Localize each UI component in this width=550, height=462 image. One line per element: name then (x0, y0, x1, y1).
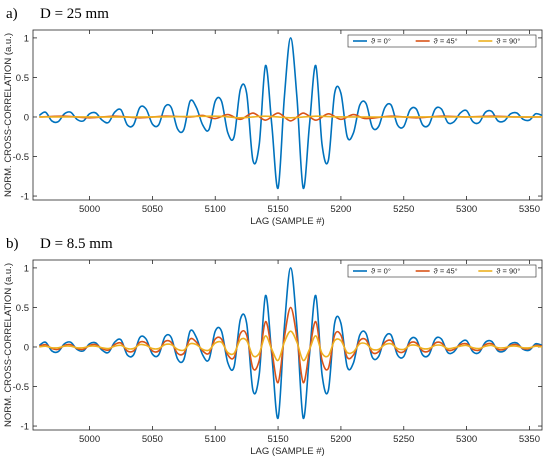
legend-label: ϑ = 0° (371, 37, 391, 46)
legend-label: ϑ = 45° (434, 37, 458, 46)
x-tick-label: 5250 (393, 434, 414, 445)
x-tick-label: 5350 (519, 434, 540, 445)
y-tick-label: -0.5 (13, 152, 29, 163)
series-group (38, 267, 542, 419)
series-line-2 (39, 115, 542, 119)
legend-label: ϑ = 0° (371, 267, 391, 276)
legend-box (347, 34, 537, 48)
legend-label: ϑ = 90° (496, 267, 520, 276)
y-axis-label: NORM. CROSS-CORRELATION (a.u.) (3, 263, 14, 427)
y-tick-label: 0 (24, 342, 29, 353)
y-tick-label: 1 (24, 263, 29, 274)
legend-label: ϑ = 90° (496, 37, 520, 46)
legend-box (347, 264, 537, 278)
x-tick-label: 5300 (456, 204, 477, 215)
legend: ϑ = 0° ϑ = 45° ϑ = 90° (347, 34, 537, 48)
series-line-0 (38, 37, 542, 189)
y-tick-label: 0 (24, 112, 29, 123)
x-tick-label: 5000 (79, 204, 100, 215)
chart-panel-b: b) D = 8.5 mm 5000 5050 5100 5150 5200 5250 5300… (3, 236, 543, 457)
y-tick-label: -0.5 (13, 382, 29, 393)
y-tick-label: -1 (21, 422, 29, 433)
x-tick-label: 5100 (205, 204, 226, 215)
x-tick-label: 5200 (330, 434, 351, 445)
x-tick-label: 5200 (330, 204, 351, 215)
x-tick-label: 5050 (142, 204, 163, 215)
x-tick-label: 5100 (205, 434, 226, 445)
y-tick-label: 0.5 (16, 73, 29, 84)
x-tick-label: 5150 (268, 204, 289, 215)
y-tick-label: 1 (24, 33, 29, 44)
x-tick-label: 5250 (393, 204, 414, 215)
x-tick-label: 5000 (79, 434, 100, 445)
x-axis-label: LAG (SAMPLE #) (250, 216, 324, 227)
y-tick-label: 0.5 (16, 303, 29, 314)
panel-label: a) (6, 6, 18, 22)
x-tick-label: 5050 (142, 434, 163, 445)
x-axis-label: LAG (SAMPLE #) (250, 446, 324, 457)
panel-label: b) (6, 236, 19, 252)
series-group (38, 37, 542, 189)
x-tick-label: 5350 (519, 204, 540, 215)
chart-panel-a: a) D = 25 mm 5000 5050 5100 5150 5200 5250 5300 5… (3, 6, 543, 227)
chart-title: D = 8.5 mm (40, 236, 113, 252)
y-axis-label: NORM. CROSS-CORRELATION (a.u.) (3, 33, 14, 197)
y-tick-label: -1 (21, 192, 29, 203)
x-tick-label: 5300 (456, 434, 477, 445)
series-line-2 (39, 330, 542, 362)
legend-label: ϑ = 45° (434, 267, 458, 276)
legend: ϑ = 0° ϑ = 45° ϑ = 90° (347, 264, 537, 278)
chart-title: D = 25 mm (40, 6, 109, 22)
x-tick-label: 5150 (268, 434, 289, 445)
